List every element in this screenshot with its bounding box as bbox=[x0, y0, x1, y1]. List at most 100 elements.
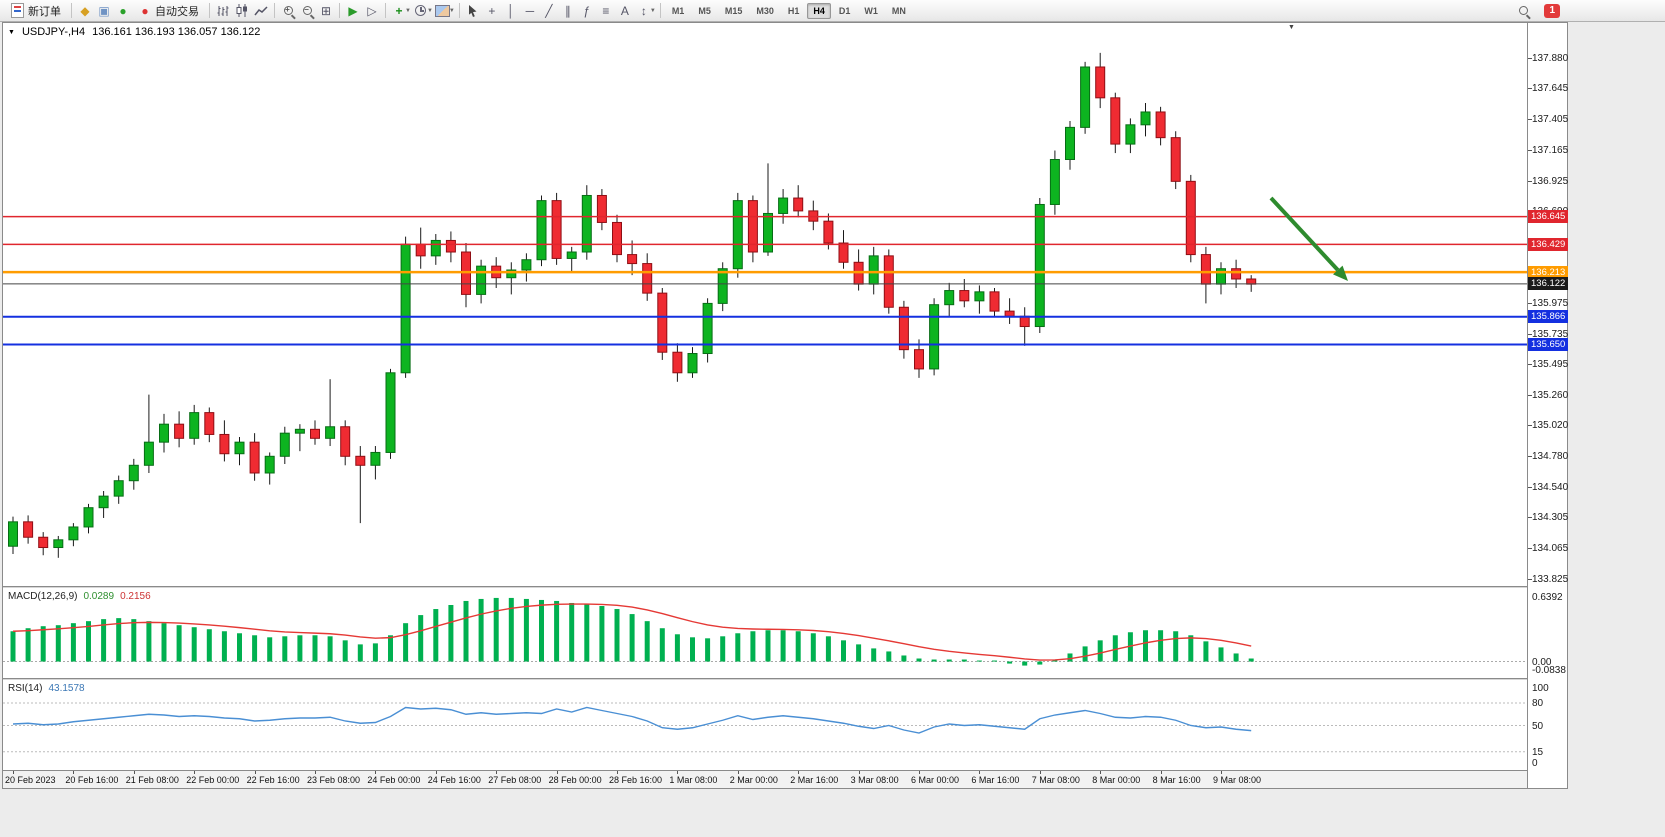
vertical-line-icon[interactable]: │ bbox=[507, 3, 515, 18]
price-axis-tick bbox=[1528, 88, 1532, 90]
price-axis-tick bbox=[1528, 180, 1532, 182]
candle bbox=[1185, 174, 1196, 263]
candle bbox=[264, 452, 275, 485]
indicators-dropdown-icon[interactable]: ▼ bbox=[405, 7, 411, 14]
rsi-axis-label: 100 bbox=[1532, 683, 1549, 694]
macd-histogram-bar bbox=[735, 633, 741, 662]
price-axis[interactable]: 137.880 137.645 137.405 137.165 136.925 136.6… bbox=[1527, 23, 1569, 788]
macd-histogram-bar bbox=[388, 635, 393, 662]
macd-name: MACD(12,26,9) bbox=[8, 591, 78, 602]
indicators-icon[interactable]: + bbox=[395, 3, 403, 18]
zoom-in-icon[interactable]: + bbox=[279, 2, 297, 20]
main-price-chart[interactable] bbox=[3, 23, 1527, 586]
macd-histogram-bar bbox=[161, 623, 167, 662]
new-chart-icon[interactable]: ◆ bbox=[80, 3, 90, 18]
candle bbox=[1231, 259, 1242, 288]
shapes-icon[interactable]: ≡ bbox=[602, 3, 610, 18]
channel-icon[interactable]: ∥ bbox=[564, 3, 571, 18]
timeframe-button-m15[interactable]: M15 bbox=[724, 5, 743, 16]
time-axis-label: 28 Feb 00:00 bbox=[548, 775, 602, 785]
macd-histogram-bar bbox=[931, 659, 937, 662]
macd-histogram-bar bbox=[750, 631, 756, 662]
toolbar-separator bbox=[209, 3, 210, 18]
timeframe-button-h4[interactable]: H4 bbox=[807, 2, 831, 19]
candle bbox=[1004, 298, 1015, 324]
trend-arrow[interactable] bbox=[1269, 196, 1348, 281]
timeframe-button-h1[interactable]: H1 bbox=[787, 5, 800, 16]
community-icon[interactable]: ● bbox=[119, 3, 127, 18]
periods-icon[interactable] bbox=[412, 2, 430, 20]
cursor-icon[interactable] bbox=[464, 2, 482, 20]
macd-histogram-bar bbox=[116, 618, 122, 662]
trendline-icon[interactable]: ╱ bbox=[545, 3, 553, 18]
auto-trading-label: 自动交易 bbox=[155, 5, 199, 18]
candle bbox=[294, 424, 305, 452]
timeframe-button-w1[interactable]: W1 bbox=[864, 5, 878, 16]
time-axis-label: 21 Feb 08:00 bbox=[125, 775, 179, 785]
rsi-line bbox=[12, 706, 1252, 734]
macd-histogram-bar bbox=[690, 637, 695, 662]
toolbar-separator bbox=[458, 3, 460, 18]
time-axis-tick bbox=[737, 771, 739, 774]
time-axis-tick bbox=[979, 771, 981, 774]
line-chart-icon[interactable] bbox=[252, 2, 270, 20]
time-axis[interactable]: 20 Feb 2023 20 Feb 16:00 21 Feb 08:00 22 Fe… bbox=[3, 770, 1567, 788]
auto-scroll-icon[interactable]: ▶ bbox=[348, 3, 358, 18]
panel-separator[interactable] bbox=[3, 586, 1567, 588]
candle bbox=[1019, 307, 1030, 346]
arrows-tool-icon[interactable]: ↕ bbox=[640, 3, 647, 18]
candle bbox=[1125, 118, 1136, 154]
timeframe-button-mn[interactable]: MN bbox=[891, 5, 906, 16]
macd-histogram-bar bbox=[448, 604, 454, 662]
candle bbox=[944, 282, 955, 317]
new-order-button[interactable]: 新订单 bbox=[5, 0, 67, 22]
macd-histogram-bar bbox=[433, 609, 439, 662]
templates-icon[interactable] bbox=[434, 2, 452, 20]
panel-separator[interactable] bbox=[3, 678, 1567, 680]
crosshair-icon[interactable]: + bbox=[488, 3, 496, 18]
fibonacci-icon[interactable]: ƒ bbox=[583, 3, 591, 18]
macd-histogram-bar bbox=[871, 648, 877, 662]
candle bbox=[732, 192, 743, 278]
time-axis-tick bbox=[375, 771, 377, 774]
auto-trading-button[interactable]: ● 自动交易 bbox=[133, 0, 205, 22]
time-axis-tick bbox=[617, 771, 618, 774]
macd-histogram-bar bbox=[1127, 632, 1133, 662]
timeframe-button-m30[interactable]: M30 bbox=[756, 5, 774, 16]
toolbar-separator bbox=[659, 3, 661, 18]
price-axis-label: 135.495 bbox=[1532, 359, 1569, 371]
macd-histogram-bar bbox=[297, 635, 303, 662]
time-axis-tick bbox=[1221, 771, 1222, 774]
new-order-icon bbox=[11, 3, 24, 18]
price-axis-tick bbox=[1528, 302, 1532, 304]
text-icon[interactable]: A bbox=[620, 3, 629, 18]
macd-histogram-bar bbox=[101, 619, 107, 662]
arrows-dropdown-icon[interactable]: ▼ bbox=[649, 7, 656, 14]
chart-menu-icon[interactable]: ▼ bbox=[8, 28, 15, 36]
shift-marker-icon[interactable]: ▼ bbox=[1288, 24, 1295, 31]
tile-windows-icon[interactable]: ⊞ bbox=[320, 3, 332, 18]
candle bbox=[868, 246, 879, 295]
periods-dropdown-icon[interactable]: ▼ bbox=[426, 7, 433, 14]
macd-histogram-bar bbox=[342, 640, 348, 662]
candlestick-chart-icon[interactable] bbox=[233, 2, 251, 20]
search-icon[interactable] bbox=[1514, 2, 1532, 20]
horizontal-line-icon[interactable]: ─ bbox=[525, 3, 535, 18]
price-axis-tick bbox=[1528, 487, 1532, 489]
bar-chart-icon[interactable] bbox=[214, 2, 232, 20]
macd-histogram-bar bbox=[10, 631, 16, 662]
candle bbox=[657, 287, 668, 360]
timeframe-button-m1[interactable]: M1 bbox=[671, 5, 685, 16]
chart-shift-icon[interactable]: ▷ bbox=[367, 3, 377, 18]
timeframe-button-d1[interactable]: D1 bbox=[838, 5, 851, 16]
candle bbox=[385, 368, 396, 459]
zoom-out-icon[interactable]: − bbox=[298, 2, 316, 20]
candle bbox=[1095, 52, 1106, 109]
macd-histogram-bar bbox=[961, 659, 967, 662]
templates-dropdown-icon[interactable]: ▼ bbox=[448, 7, 455, 14]
timeframe-button-m5[interactable]: M5 bbox=[698, 5, 711, 16]
time-axis-label: 2 Mar 00:00 bbox=[729, 775, 778, 785]
time-axis-tick bbox=[677, 771, 679, 774]
profiles-icon[interactable]: ▣ bbox=[98, 3, 110, 18]
notification-badge[interactable]: 1 bbox=[1544, 3, 1560, 18]
